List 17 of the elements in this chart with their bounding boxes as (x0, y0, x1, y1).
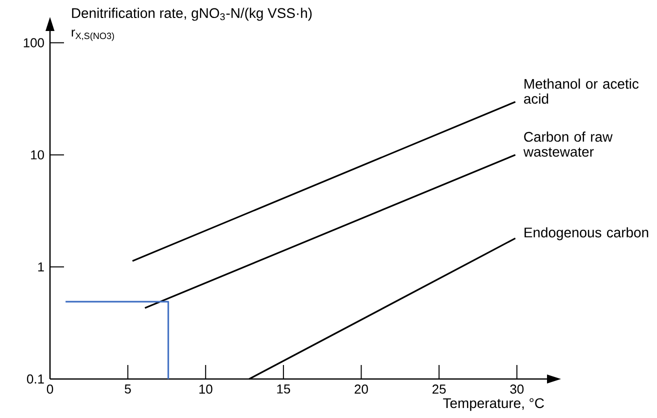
y-tick-label: 10 (31, 150, 44, 160)
series-label: Carbon of raw wastewater (523, 132, 613, 157)
y-tick-label: 0.1 (26, 374, 44, 384)
x-tick-label: 30 (510, 384, 524, 394)
x-tick-label: 5 (124, 384, 131, 394)
y-axis-title: Denitrification rate, gNO$_{3}$-N/(kg VSS·h) (72, 8, 312, 21)
x-axis-title: Temperature, °C (443, 398, 544, 411)
x-tick-label: 20 (354, 384, 368, 394)
y-tick-label: 100 (24, 38, 44, 48)
x-tick-label: 15 (277, 384, 290, 394)
x-tick-label: 0 (46, 384, 54, 394)
x-tick-label: 10 (199, 384, 212, 394)
series-label: Endogenous carbon (524, 227, 648, 240)
annotation: r$_{X,S(NO3)}$ (72, 30, 114, 41)
x-tick-label: 25 (432, 384, 446, 394)
y-tick-label: 1 (38, 262, 44, 272)
series-label: Methanol or acetic acid (524, 78, 639, 104)
